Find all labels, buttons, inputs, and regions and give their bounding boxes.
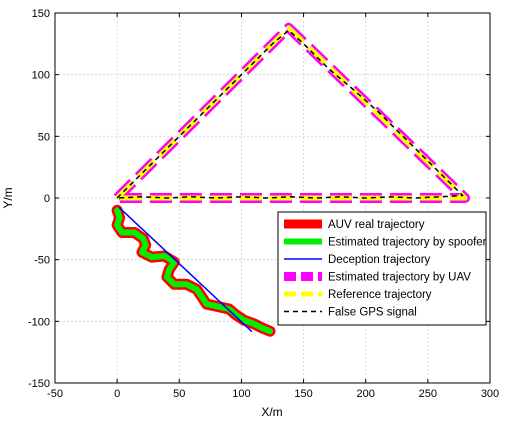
legend-label: Estimated trajectory by spoofer: [328, 237, 487, 249]
series-layer: [111, 22, 471, 337]
x-axis-label: X/m: [261, 405, 282, 419]
x-tick-label: 250: [419, 388, 437, 400]
y-tick-label: 100: [32, 70, 50, 82]
legend-label: Deception trajectory: [328, 254, 431, 266]
x-tick-label: 300: [481, 388, 499, 400]
x-tick-label: 150: [294, 388, 312, 400]
legend-box: [277, 211, 487, 326]
legend: AUV real trajectory Estimated trajectory …: [277, 211, 487, 326]
y-tick-label: -100: [28, 316, 50, 328]
legend-label: Reference trajectory: [328, 289, 432, 301]
series-line: [118, 207, 253, 332]
y-tick-label: 0: [44, 193, 50, 205]
x-tick-label: -50: [47, 388, 63, 400]
y-tick-label: -150: [28, 378, 50, 390]
legend-label: False GPS signal: [328, 307, 417, 319]
y-tick-label: 150: [32, 8, 50, 20]
x-tick-label: 50: [173, 388, 185, 400]
legend-label: AUV real trajectory: [328, 219, 425, 231]
x-tick-label: 0: [114, 388, 120, 400]
x-tick-label: 200: [357, 388, 375, 400]
axis-ticks: -50 0 50 100 150 200 250 300 150 100 50 0 -50 -100 -15…: [28, 8, 499, 400]
series-line: [114, 207, 273, 335]
y-axis-label: Y/m: [1, 187, 15, 208]
y-tick-label: 50: [38, 131, 50, 143]
x-tick-label: 100: [232, 388, 250, 400]
y-tick-label: -50: [34, 255, 50, 267]
series-line: [116, 29, 464, 199]
legend-label: Estimated trajectory by UAV: [328, 272, 471, 284]
